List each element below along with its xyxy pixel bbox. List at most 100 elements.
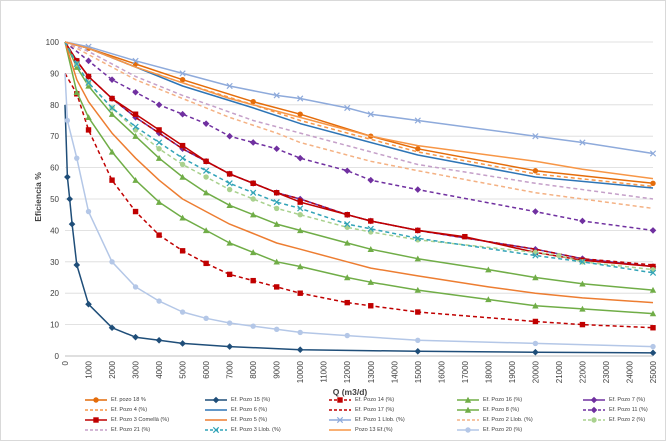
data-point	[85, 73, 92, 80]
data-point	[226, 82, 233, 90]
data-point	[179, 173, 186, 180]
y-tick-label: 90	[50, 69, 59, 78]
legend-label: Ef. Pozo 20 (%)	[483, 427, 523, 433]
series-6	[64, 41, 654, 188]
legend-label: Ef. Pozo 4 (%)	[111, 407, 148, 413]
data-point	[85, 208, 92, 215]
series-line	[64, 41, 654, 268]
legend-label: Ef. Pozo 21 (%)	[111, 427, 151, 433]
data-point	[649, 269, 657, 276]
y-tick-label: 50	[50, 195, 59, 204]
data-point	[132, 88, 139, 96]
data-point	[73, 63, 80, 70]
data-point	[485, 266, 492, 273]
data-point	[414, 347, 422, 355]
series-line	[64, 41, 654, 185]
data-point	[579, 280, 586, 287]
x-tick-label: 6000	[202, 360, 211, 378]
data-point	[66, 195, 74, 203]
data-point	[273, 284, 280, 290]
data-point	[202, 227, 210, 234]
data-point	[73, 89, 80, 95]
data-point	[579, 305, 586, 312]
legend-label: Ef. Pozo 7 (%)	[609, 397, 646, 403]
y-axis-title: Eficiencia %	[33, 172, 43, 222]
series-10	[64, 41, 657, 234]
x-tick-label: 25000	[649, 360, 658, 383]
data-point	[464, 406, 472, 413]
x-tick-label: 11000	[320, 360, 329, 382]
data-point	[532, 318, 539, 325]
legend-item: Ef. Pozo 7 (%)	[583, 396, 645, 404]
data-point	[226, 202, 233, 208]
data-point	[250, 189, 257, 196]
data-point	[249, 249, 257, 256]
data-point	[297, 329, 303, 336]
data-point	[367, 246, 374, 252]
data-point	[273, 220, 280, 227]
legend-label: Ef. Pozo 3 Comellà (%)	[111, 417, 170, 423]
gridlines	[65, 41, 653, 326]
data-point	[344, 332, 350, 339]
series-line	[64, 41, 654, 315]
series-13	[64, 41, 657, 157]
data-point	[532, 133, 539, 140]
data-point	[179, 340, 186, 347]
x-tick-label: 0	[61, 360, 70, 365]
data-point	[203, 174, 209, 180]
data-point	[367, 225, 374, 232]
data-point	[368, 218, 374, 224]
data-point	[93, 397, 99, 403]
legend-label: Ef. Pozo 16 (%)	[483, 397, 523, 403]
legend-label: Pozo 13 Ef.(%)	[355, 427, 393, 433]
legend-label: Ef. Pozo 1 Llob. (%)	[355, 417, 405, 423]
data-point	[579, 258, 586, 265]
data-point	[85, 127, 92, 133]
series-11	[64, 41, 656, 270]
legend-item: Ef. Pozo 5 (%)	[205, 416, 267, 424]
chart-legend: Ef. pozo 18 % Ef. Pozo 15 (%) Ef. Pozo 14 …	[85, 396, 661, 440]
data-point	[179, 110, 186, 118]
legend-item: Ef. Pozo 6 (%)	[205, 406, 267, 414]
legend-item: Ef. Pozo 20 (%)	[457, 426, 522, 434]
data-point	[532, 274, 539, 281]
legend-item: Ef. Pozo 2 Llob. (%)	[457, 416, 533, 424]
series-4	[64, 41, 657, 293]
legend-label: Ef. Pozo 15 (%)	[231, 397, 271, 403]
x-tick-label: 24000	[625, 360, 634, 383]
x-tick-label: 5000	[179, 360, 188, 378]
data-point	[344, 274, 351, 281]
legend-label: Ef. Pozo 2 (%)	[609, 417, 646, 423]
data-point	[297, 199, 303, 205]
data-point	[367, 176, 375, 184]
data-point	[649, 227, 657, 234]
data-point	[85, 79, 92, 86]
series-group	[64, 41, 657, 357]
data-point	[156, 127, 162, 133]
data-point	[297, 205, 304, 212]
data-point	[155, 101, 163, 109]
data-point	[649, 286, 657, 293]
data-point	[108, 111, 116, 117]
x-tick-label: 15000	[414, 360, 423, 383]
data-point	[485, 296, 492, 303]
legend-item: Ef. Pozo 14 (%)	[329, 396, 394, 404]
legend-item: Ef. Pozo 4 (%)	[85, 406, 147, 414]
x-tick-label: 9000	[273, 360, 282, 378]
data-point	[273, 258, 280, 265]
y-axis-tick-labels: 0 10 20 30 40 50 60 70 80 90 100	[46, 38, 60, 361]
data-point	[179, 76, 186, 83]
legend-item: Pozo 13 Ef.(%)	[329, 426, 393, 434]
data-point	[273, 199, 280, 206]
data-point	[132, 133, 139, 139]
series-line	[64, 41, 654, 232]
series-15	[64, 41, 656, 273]
x-tick-label: 21000	[555, 360, 564, 383]
legend-swatch	[583, 417, 605, 423]
x-tick-label: 1000	[85, 360, 94, 378]
data-point	[367, 279, 374, 285]
data-point	[273, 190, 280, 196]
data-point	[132, 333, 139, 341]
legend-label: Ef. Pozo 3 Llob. (%)	[231, 427, 281, 433]
